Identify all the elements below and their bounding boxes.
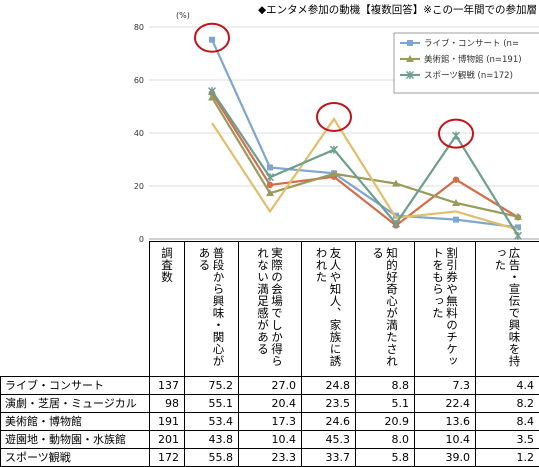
header-text-1: 普段から興味・関心がある <box>197 246 226 367</box>
y-tick-label: 80 <box>134 23 144 32</box>
chart-title: ◆エンタメ参加の動機【複数回答】※この一年間での参加層 <box>258 4 538 16</box>
cell-value: 5.8 <box>355 447 415 467</box>
header-text-n: 調査数 <box>160 246 174 283</box>
header-text-4: 知的好奇心が満たされる <box>371 246 399 367</box>
data-point <box>392 179 400 187</box>
legend-label: ライブ・コンサート (n= <box>424 38 519 49</box>
header-cell-1: 普段から興味・関心がある <box>184 240 239 377</box>
header-cell-6: 広告・宣伝で興味を持った <box>475 240 539 377</box>
cell-value: 24.6 <box>301 411 356 431</box>
highlight-circle <box>438 118 474 149</box>
cell-value: 20.4 <box>238 393 302 413</box>
row-n: 137 <box>149 375 185 395</box>
cell-value: 23.5 <box>301 393 356 413</box>
header-text-5: 割引券や無料のチケットをもらった <box>431 246 459 367</box>
header-cell-4: 知的好奇心が満たされる <box>355 240 415 377</box>
highlight-circle <box>194 22 230 53</box>
y-tick-label: 20 <box>134 182 144 191</box>
data-point <box>391 219 401 228</box>
y-unit-label: (%) <box>176 11 190 20</box>
data-point <box>513 231 523 240</box>
legend-marker <box>405 70 415 80</box>
cell-value: 23.3 <box>238 447 302 467</box>
header-cell-5: 割引券や無料のチケットをもらった <box>414 240 476 377</box>
data-point <box>451 131 461 140</box>
data-point <box>266 181 274 189</box>
data-point <box>453 216 459 223</box>
data-point <box>330 169 338 177</box>
row-label: スポーツ観戦 <box>0 447 150 467</box>
header-cell-2: 実際の会場でしか得られない満足感がある <box>238 240 302 377</box>
row-label: ライブ・コンサート <box>0 375 150 395</box>
header-blank-cell <box>0 241 150 377</box>
series-line-4 <box>211 90 519 237</box>
cell-value: 55.8 <box>184 447 239 467</box>
y-tick-label: 40 <box>134 129 144 138</box>
data-point <box>514 212 522 220</box>
table-row: 遊園地・動物園・水族館 201 43.8 10.4 45.3 8.0 10.4 … <box>0 429 539 449</box>
cell-value: 75.2 <box>184 375 239 395</box>
cell-value: 13.6 <box>414 411 476 431</box>
series-line-3 <box>211 116 519 231</box>
y-tick-label: 60 <box>134 76 144 85</box>
data-point <box>393 212 399 219</box>
data-point <box>208 93 216 101</box>
table-row: スポーツ観戦 172 55.8 23.3 33.7 5.8 39.0 1.2 <box>0 447 539 467</box>
highlight-circle <box>316 101 352 132</box>
table-row: ライブ・コンサート 137 75.2 27.0 24.8 8.8 7.3 4.4 <box>0 375 539 395</box>
data-point <box>265 173 275 182</box>
legend-marker <box>407 40 413 46</box>
data-point <box>452 176 460 183</box>
series-line-0 <box>210 39 519 229</box>
series-line-1 <box>211 92 519 227</box>
header-text-3: 友人や知人、家族に誘われた <box>314 246 343 367</box>
data-point <box>329 145 339 154</box>
legend-label: 美術館・博物館 (n=191) <box>424 54 522 65</box>
cell-value: 8.0 <box>355 429 415 449</box>
legend-marker <box>406 55 414 62</box>
row-n: 172 <box>149 447 185 467</box>
cell-value: 45.3 <box>301 429 356 449</box>
data-point <box>452 198 460 206</box>
series-line-2 <box>211 96 519 218</box>
legend-label: スポーツ観戦 (n=172) <box>424 70 513 81</box>
data-point <box>207 87 217 96</box>
cell-value: 33.7 <box>301 447 356 467</box>
y-tick-label: 0 <box>139 235 144 244</box>
cell-value: 1.2 <box>475 447 539 467</box>
row-n: 98 <box>149 393 185 413</box>
header-text-6: 広告・宣伝で興味を持った <box>493 246 522 367</box>
cell-value: 39.0 <box>414 447 476 467</box>
header-cell-3: 友人や知人、家族に誘われた <box>301 240 356 377</box>
data-point <box>515 224 521 231</box>
data-point <box>267 164 273 171</box>
data-point <box>266 189 274 197</box>
data-point <box>209 36 215 43</box>
cell-value: 24.8 <box>301 375 356 395</box>
header-text-2: 実際の会場でしか得られない満足感がある <box>256 246 284 367</box>
table-header-row: 調査数 普段から興味・関心がある 実際の会場でしか得られない満足感がある 友人や… <box>0 240 539 377</box>
